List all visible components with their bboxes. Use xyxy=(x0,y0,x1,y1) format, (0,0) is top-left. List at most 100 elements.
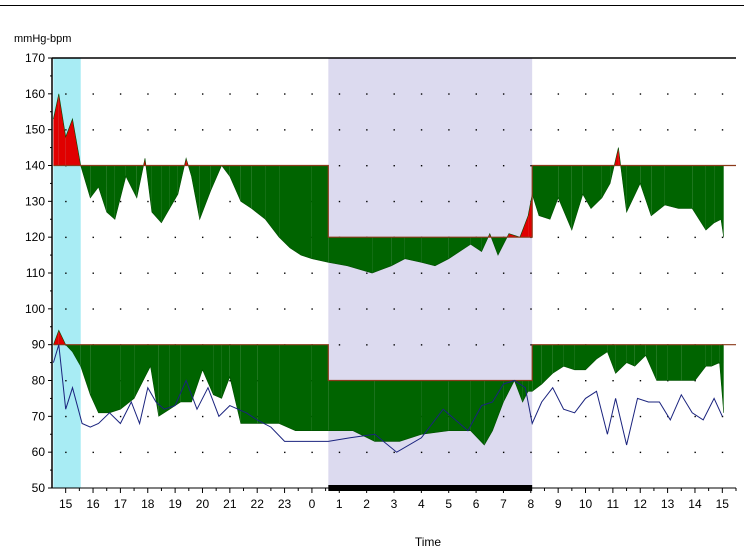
grid-dot xyxy=(448,200,450,203)
grid-dot xyxy=(229,236,231,239)
grid-dot xyxy=(92,415,94,418)
systolic-fill xyxy=(229,165,241,202)
systolic-fill xyxy=(626,165,641,213)
grid-dot xyxy=(585,129,587,131)
grid-dot xyxy=(557,308,560,310)
systolic-fill xyxy=(90,165,99,198)
grid-dot xyxy=(448,451,450,454)
systolic-fill xyxy=(651,165,665,216)
grid-dot xyxy=(119,451,122,454)
grid-dot xyxy=(147,272,149,274)
diastolic-fill xyxy=(98,344,110,413)
grid-dot xyxy=(338,200,341,203)
systolic-fill xyxy=(721,165,724,238)
grid-dot xyxy=(174,93,177,95)
grid-dot xyxy=(393,272,395,274)
systolic-fill xyxy=(591,165,602,209)
diastolic-fill xyxy=(695,344,706,381)
grid-dot xyxy=(694,308,696,310)
systolic-fill xyxy=(290,165,301,256)
diastolic-fill xyxy=(202,344,214,395)
grid-dot xyxy=(557,272,560,274)
diastolic-fill xyxy=(667,344,682,381)
diastolic-fill xyxy=(541,344,553,385)
grid-dot xyxy=(338,344,341,346)
grid-dot xyxy=(721,415,724,418)
grid-dot xyxy=(639,451,642,454)
diastolic-fill xyxy=(656,344,668,381)
grid-dot xyxy=(530,129,532,131)
grid-dot xyxy=(667,129,669,131)
grid-dot xyxy=(119,129,122,131)
y-tick-label: 110 xyxy=(26,266,45,280)
grid-dot xyxy=(366,272,368,274)
grid-dot xyxy=(92,129,94,131)
grid-dot xyxy=(393,200,395,203)
grid-dot xyxy=(612,129,614,131)
grid-dot xyxy=(502,415,505,418)
grid-dot xyxy=(229,380,231,382)
grid-dot xyxy=(475,451,477,454)
grid-dot xyxy=(721,308,724,310)
diastolic-fill xyxy=(221,344,230,399)
diastolic-fill xyxy=(328,380,353,431)
grid-dot xyxy=(530,93,532,95)
grid-dot xyxy=(338,272,341,274)
grid-dot xyxy=(92,93,94,95)
diastolic-fill xyxy=(484,380,493,445)
grid-dot xyxy=(639,380,642,382)
systolic-fill xyxy=(279,165,290,248)
grid-dot xyxy=(65,380,67,382)
grid-dot xyxy=(284,129,286,131)
grid-dot xyxy=(694,129,696,131)
grid-dot xyxy=(92,272,94,274)
grid-dot xyxy=(147,93,149,95)
grid-dot xyxy=(448,272,450,274)
systolic-fill xyxy=(539,165,550,220)
grid-dot xyxy=(585,93,587,95)
grid-dot xyxy=(366,93,368,95)
grid-dot xyxy=(338,451,341,454)
grid-dot xyxy=(475,200,477,203)
grid-dot xyxy=(229,129,231,131)
diastolic-fill xyxy=(158,344,170,417)
x-tick-label: 23 xyxy=(278,497,292,511)
grid-dot xyxy=(338,129,341,131)
grid-dot xyxy=(311,129,313,131)
grid-dot xyxy=(420,344,423,346)
systolic-fill xyxy=(347,237,373,273)
grid-dot xyxy=(311,308,313,310)
diastolic-fill xyxy=(634,344,646,367)
grid-dot xyxy=(174,272,177,274)
systolic-fill xyxy=(678,165,693,209)
grid-dot xyxy=(147,308,149,310)
grid-dot xyxy=(119,236,122,239)
diastolic-fill xyxy=(353,380,375,442)
grid-dot xyxy=(284,272,286,274)
grid-dot xyxy=(585,451,587,454)
systolic-fill xyxy=(114,165,126,220)
grid-dot xyxy=(502,200,505,203)
grid-dot xyxy=(201,415,204,418)
diastolic-fill xyxy=(711,344,720,367)
grid-dot xyxy=(502,451,505,454)
grid-dot xyxy=(147,451,149,454)
x-tick-label: 7 xyxy=(500,497,507,511)
grid-dot xyxy=(92,236,94,239)
diastolic-fill xyxy=(257,344,280,424)
grid-dot xyxy=(694,93,696,95)
grid-dot xyxy=(420,129,423,131)
grid-dot xyxy=(284,451,286,454)
diastolic-fill xyxy=(229,344,241,424)
diastolic-fill xyxy=(180,344,192,402)
grid-dot xyxy=(174,129,177,131)
grid-dot xyxy=(201,129,204,131)
systolic-fill xyxy=(265,165,280,238)
y-tick-label: 150 xyxy=(25,123,45,137)
grid-dot xyxy=(393,129,395,131)
grid-dot xyxy=(393,344,395,346)
grid-dot xyxy=(119,93,122,95)
grid-dot xyxy=(311,93,313,95)
top-border xyxy=(0,5,744,6)
diastolic-fill xyxy=(72,344,81,367)
